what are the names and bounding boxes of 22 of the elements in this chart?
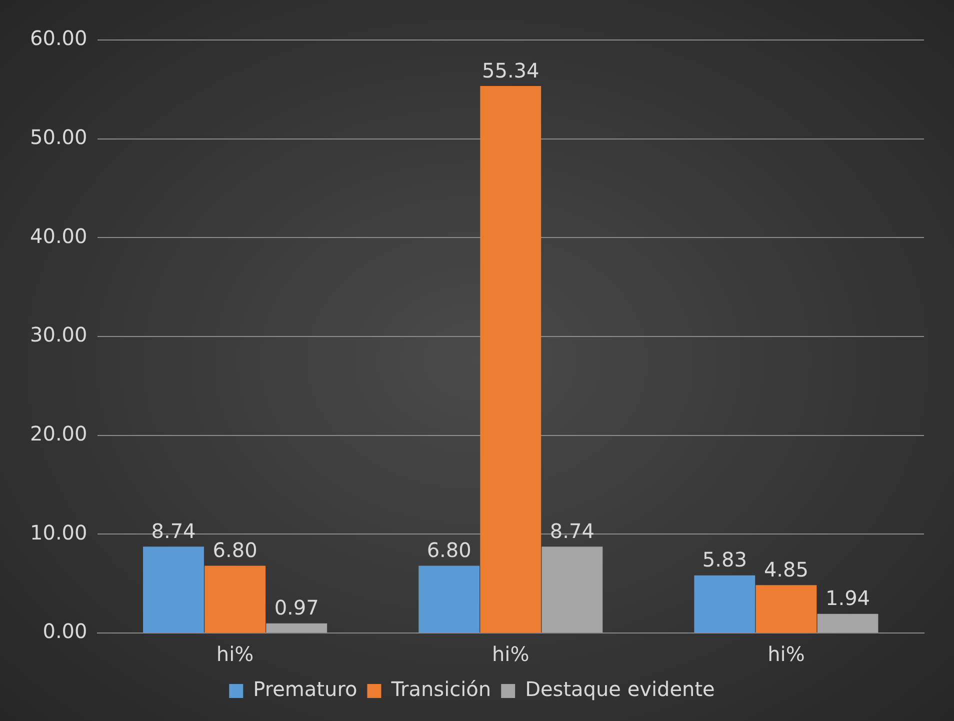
- data-label: 8.74: [550, 518, 594, 543]
- x-tick-label: hi%: [492, 642, 530, 666]
- x-tick-label: hi%: [768, 642, 805, 666]
- y-tick-label: 60.00: [30, 26, 88, 50]
- legend-label: Transición: [390, 677, 492, 702]
- data-label: 5.83: [702, 548, 747, 572]
- data-label: 0.97: [274, 596, 319, 620]
- y-tick-label: 30.00: [30, 322, 88, 347]
- data-label: 6.80: [426, 538, 472, 562]
- x-tick-label: hi%: [216, 642, 254, 666]
- data-label: 6.80: [212, 538, 258, 562]
- y-tick-label: 20.00: [30, 422, 88, 446]
- y-tick-label: 40.00: [30, 224, 88, 248]
- y-tick-label: 0.00: [42, 619, 88, 644]
- legend-label: Destaque evidente: [525, 677, 715, 702]
- y-tick-label: 50.00: [30, 125, 88, 150]
- data-label: 55.34: [482, 58, 540, 82]
- legend-label: Prematuro: [253, 677, 358, 702]
- data-label: 1.94: [825, 586, 870, 610]
- data-label: 8.74: [151, 518, 196, 543]
- y-tick-label: 10.00: [30, 520, 88, 544]
- data-label: 4.85: [764, 557, 808, 582]
